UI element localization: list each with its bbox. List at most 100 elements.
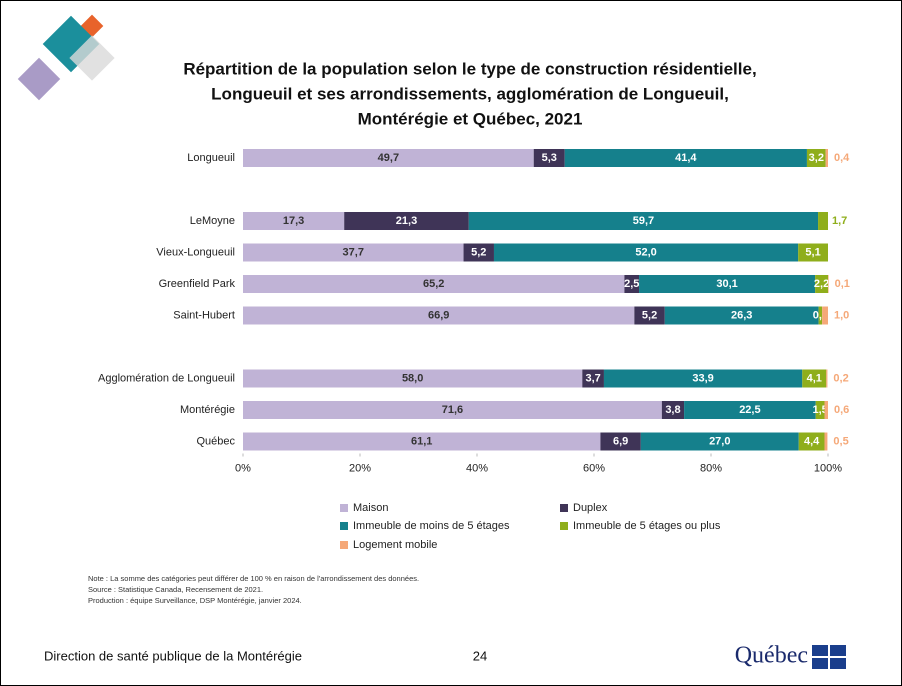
value-label: 58,0 <box>402 372 423 384</box>
value-label: 1,5 <box>812 404 827 416</box>
bar-segment <box>243 369 583 388</box>
x-tick-label: 80% <box>700 462 722 474</box>
bar-segment <box>806 149 826 167</box>
bar-segment <box>243 432 601 451</box>
chart-title: Répartition de la population selon le ty… <box>183 59 756 78</box>
value-label: 27,0 <box>709 435 730 447</box>
legend-label: Immeuble de 5 étages ou plus <box>573 520 721 532</box>
logo-flag <box>812 645 846 669</box>
value-label: 4,4 <box>804 435 820 447</box>
bar-segment <box>468 212 819 230</box>
bar-segment <box>564 149 807 167</box>
bar-segment <box>533 149 565 167</box>
legend-marker <box>560 522 568 530</box>
bar-segment <box>603 369 803 388</box>
value-label: 4,1 <box>807 372 822 384</box>
value-label: 1,7 <box>832 215 847 227</box>
legend-marker <box>340 541 348 549</box>
chart-title: Longueuil et ses arrondissements, agglom… <box>211 84 729 103</box>
value-label: 2,2 <box>814 278 829 290</box>
x-tick-label: 100% <box>814 462 842 474</box>
bar-segment <box>243 212 345 230</box>
value-label: 37,7 <box>343 246 364 258</box>
bar-segment <box>600 432 641 451</box>
category-label: Québec <box>196 435 235 447</box>
category-label: Greenfield Park <box>159 278 236 290</box>
value-label: 22,5 <box>739 404 760 416</box>
logo: Québec <box>735 643 808 669</box>
legend-marker <box>340 522 348 530</box>
bar-segment <box>825 149 828 167</box>
value-label: 66,9 <box>428 309 449 321</box>
bar-segment <box>661 401 685 419</box>
value-label: 49,7 <box>378 152 399 164</box>
note: Note : La somme des catégories peut diff… <box>88 574 419 583</box>
bar-segment <box>582 369 604 388</box>
bar-segment <box>802 369 827 388</box>
value-label: 17,3 <box>283 215 304 227</box>
legend-label: Duplex <box>573 502 608 514</box>
value-label: 5,2 <box>642 309 657 321</box>
legend-label: Maison <box>353 502 388 514</box>
value-label: 0,2 <box>833 372 848 384</box>
value-label: 59,7 <box>633 215 654 227</box>
category-label: Saint-Hubert <box>173 309 235 321</box>
bar-segment <box>243 306 635 325</box>
bar-segment <box>824 401 828 419</box>
bar-segment <box>639 275 816 293</box>
bar-segment <box>624 275 640 293</box>
value-label: 41,4 <box>675 152 697 164</box>
value-label: 30,1 <box>716 278 737 290</box>
bar-segment <box>798 243 828 262</box>
bar-segment <box>822 306 828 325</box>
bar-segment <box>640 432 799 451</box>
value-label: 33,9 <box>692 372 713 384</box>
category-label: Agglomération de Longueuil <box>98 372 235 384</box>
chart-title: Montérégie et Québec, 2021 <box>358 109 583 128</box>
value-label: 3,7 <box>585 372 600 384</box>
footer-organization: Direction de santé publique de la Montér… <box>44 648 302 663</box>
value-label: 0,5 <box>833 435 848 447</box>
value-label: 3,8 <box>665 404 680 416</box>
bar-segment <box>798 432 825 451</box>
value-label: 0,1 <box>835 278 850 290</box>
x-tick-label: 0% <box>235 462 251 474</box>
bar-segment <box>815 275 828 293</box>
legend-label: Logement mobile <box>353 539 437 551</box>
value-label: 2,5 <box>624 278 639 290</box>
value-label: 26,3 <box>731 309 752 321</box>
value-label: 5,2 <box>471 246 486 258</box>
value-label: 0,6 <box>834 404 849 416</box>
bar-segment <box>243 243 464 262</box>
value-label: 71,6 <box>442 404 463 416</box>
bar-segment <box>243 401 662 419</box>
category-label: Vieux-Longueuil <box>156 246 235 258</box>
bar-segment <box>828 275 829 293</box>
bar-segment <box>818 212 828 230</box>
bar-segment <box>824 432 828 451</box>
category-label: Longueuil <box>187 152 235 164</box>
value-label: 5,3 <box>542 152 557 164</box>
bar-segment <box>243 275 625 293</box>
value-label: 5,1 <box>805 246 820 258</box>
legend-label: Immeuble de moins de 5 étages <box>353 520 510 532</box>
note: Source : Statistique Canada, Recensement… <box>88 585 263 594</box>
x-tick-label: 40% <box>466 462 488 474</box>
legend-marker <box>560 504 568 512</box>
bar-segment <box>684 401 816 419</box>
value-label: 0,4 <box>834 152 850 164</box>
x-tick-label: 60% <box>583 462 605 474</box>
category-label: LeMoyne <box>190 215 235 227</box>
bar-segment <box>664 306 819 325</box>
bar-segment <box>634 306 665 325</box>
legend-marker <box>340 504 348 512</box>
bar-segment <box>344 212 469 230</box>
bar-segment <box>493 243 799 262</box>
value-label: 65,2 <box>423 278 444 290</box>
page-number: 24 <box>473 648 487 663</box>
bar-segment <box>815 401 825 419</box>
note: Production : équipe Surveillance, DSP Mo… <box>88 596 302 605</box>
value-label: 6,9 <box>613 435 628 447</box>
